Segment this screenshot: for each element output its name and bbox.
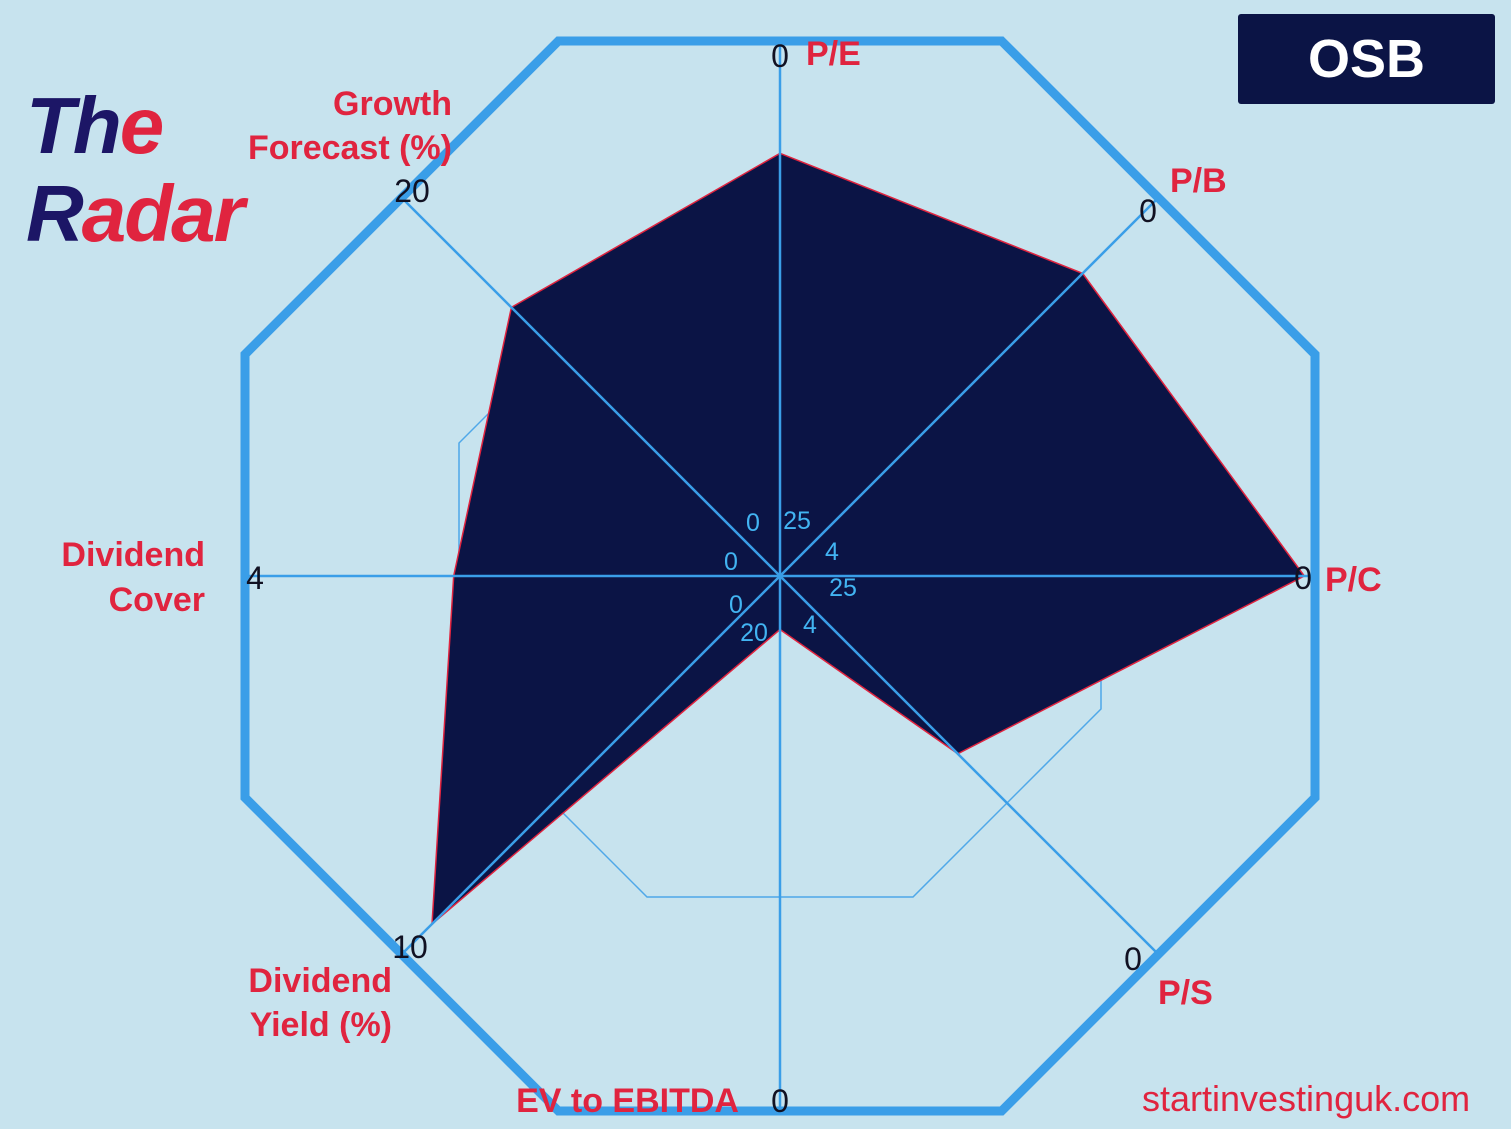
axis-label-growth-forecast: Growth Forecast (%) [248, 85, 452, 167]
website-credit: startinvestinguk.com [1142, 1078, 1471, 1119]
inner-tick-label-7: 0 [746, 509, 760, 537]
axis-label-p-c: P/C [1325, 561, 1382, 599]
outer-tick-label-3: 0 [1124, 941, 1142, 977]
outer-tick-label-6: 4 [246, 560, 264, 596]
axis-label-line: P/B [1170, 162, 1227, 200]
outer-ring [240, 36, 1320, 1116]
inner-tick-label-4: 20 [740, 619, 768, 647]
outer-tick-label-7: 20 [394, 173, 430, 209]
axis-label-p-b: P/B [1170, 162, 1227, 200]
axis-label-line: Yield (%) [250, 1006, 392, 1044]
radar-spokes [245, 41, 1315, 1111]
inner-tick-label-0: 25 [783, 507, 811, 535]
axis-label-dividend-yield: Dividend Yield (%) [248, 962, 392, 1044]
axis-label-p-s: P/S [1158, 974, 1213, 1012]
axis-label-line: P/C [1325, 561, 1382, 599]
axis-label-line: P/S [1158, 974, 1213, 1012]
inner-tick-label-5: 0 [729, 591, 743, 619]
outer-tick-label-5: 10 [392, 929, 428, 965]
spoke-3 [779, 575, 1160, 956]
axis-label-line: EV to EBITDA [516, 1082, 739, 1120]
ticker-badge: OSB [1238, 14, 1495, 104]
logo-radar-1: R [26, 169, 84, 258]
logo-radar-2: adar [81, 169, 245, 258]
axis-label-p-e: P/E [806, 35, 861, 73]
axis-label-line: Dividend [248, 962, 392, 1000]
inner-tick-label-1: 4 [825, 538, 839, 566]
axis-label-line: Growth [333, 85, 452, 123]
axis-label-line: Dividend [61, 536, 205, 574]
inner-tick-label-2: 25 [829, 574, 857, 602]
spoke-7 [400, 196, 781, 577]
outer-tick-label-1: 0 [1139, 193, 1157, 229]
axis-label-ev-to-ebitda: EV to EBITDA [516, 1082, 739, 1120]
outer-tick-label-2: 0 [1294, 560, 1312, 596]
series-polygon-osb [431, 152, 1306, 926]
spoke-5 [400, 575, 781, 956]
logo-the-1: Th [26, 81, 122, 170]
spoke-1 [779, 196, 1160, 577]
axis-label-line: P/E [806, 35, 861, 73]
axis-label-line: Forecast (%) [248, 129, 452, 167]
inner-tick-label-3: 4 [803, 611, 817, 639]
axis-label-line: Cover [109, 581, 205, 619]
logo-the-2: e [119, 81, 164, 170]
ticker-symbol: OSB [1307, 29, 1426, 89]
axis-label-dividend-cover: Dividend Cover [61, 536, 205, 619]
the-radar-logo: The Radar [26, 81, 245, 258]
outer-tick-label-4: 0 [771, 1083, 789, 1119]
outer-tick-label-0: 0 [771, 38, 789, 74]
inner-tick-label-6: 0 [724, 548, 738, 576]
